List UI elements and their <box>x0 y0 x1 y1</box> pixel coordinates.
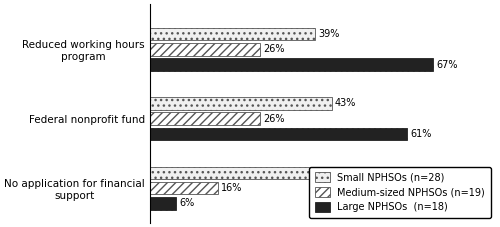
Text: 6%: 6% <box>179 198 194 208</box>
Bar <box>150 128 408 140</box>
Bar <box>150 97 332 110</box>
Text: 39%: 39% <box>318 29 340 39</box>
Bar <box>150 58 432 71</box>
Text: 39%: 39% <box>318 168 340 178</box>
Text: 16%: 16% <box>221 183 242 193</box>
Text: 67%: 67% <box>436 59 458 69</box>
Bar <box>150 182 218 194</box>
Text: 43%: 43% <box>335 99 356 109</box>
Bar <box>150 167 314 179</box>
Bar <box>150 112 260 125</box>
Bar <box>150 43 260 56</box>
Text: 26%: 26% <box>264 114 285 124</box>
Bar <box>150 28 314 40</box>
Text: 26%: 26% <box>264 44 285 54</box>
Bar <box>150 197 176 210</box>
Text: 61%: 61% <box>411 129 432 139</box>
Legend: Small NPHSOs (n=28), Medium-sized NPHSOs (n=19), Large NPHSOs  (n=18): Small NPHSOs (n=28), Medium-sized NPHSOs… <box>309 167 491 218</box>
